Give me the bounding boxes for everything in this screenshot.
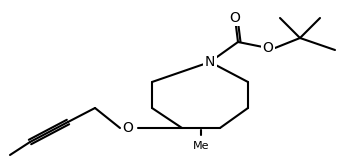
Text: N: N <box>205 55 215 69</box>
Text: O: O <box>122 121 134 135</box>
Text: Me: Me <box>193 141 209 151</box>
Text: O: O <box>263 41 273 55</box>
Text: O: O <box>230 11 240 25</box>
